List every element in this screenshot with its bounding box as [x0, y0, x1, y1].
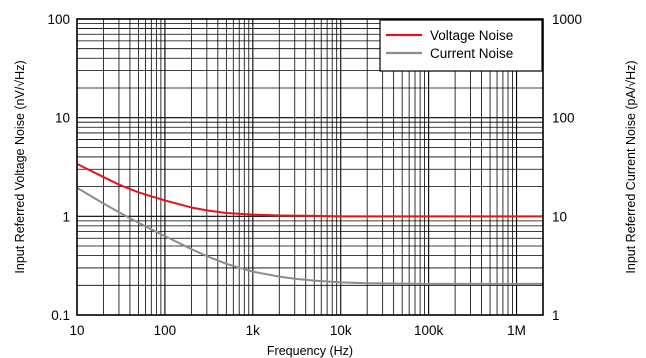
- y-left-tick-label: 10: [55, 111, 70, 126]
- tick-labels: 10 100 1k 10k 100k 1M 0.1 1 10 100 1 10 100 1000: [47, 12, 582, 338]
- y-left-tick-label: 1: [62, 209, 70, 224]
- x-tick-label: 10: [69, 323, 84, 338]
- legend-label-current-noise: Current Noise: [430, 46, 513, 61]
- legend: Voltage Noise Current Noise: [379, 19, 543, 72]
- grid: [77, 19, 543, 315]
- y-axis-left-title: Input Referred Voltage Noise (nV/√Hz): [13, 60, 27, 273]
- x-tick-label: 10k: [330, 323, 352, 338]
- series-line-voltage-noise: [76, 162, 543, 218]
- y-right-tick-label: 10: [552, 209, 567, 224]
- y-left-tick-label: 0.1: [51, 308, 70, 323]
- y-right-tick-label: 1000: [552, 12, 582, 27]
- y-right-tick-label: 1: [552, 308, 560, 323]
- legend-label-voltage-noise: Voltage Noise: [430, 28, 513, 43]
- x-tick-label: 100k: [414, 323, 444, 338]
- plot-frame: [76, 18, 544, 316]
- series-line-current-noise: [76, 186, 543, 285]
- x-tick-label: 1M: [507, 323, 526, 338]
- y-left-tick-label: 100: [47, 12, 70, 27]
- y-axis-right-title: Input Referred Current Noise (pA/√Hz): [624, 60, 638, 273]
- y-right-tick-label: 100: [552, 111, 575, 126]
- x-tick-label: 100: [154, 323, 177, 338]
- legend-box: [379, 19, 543, 72]
- x-axis-title: Frequency (Hz): [267, 344, 353, 358]
- series-lines: [76, 162, 543, 285]
- x-tick-label: 1k: [246, 323, 261, 338]
